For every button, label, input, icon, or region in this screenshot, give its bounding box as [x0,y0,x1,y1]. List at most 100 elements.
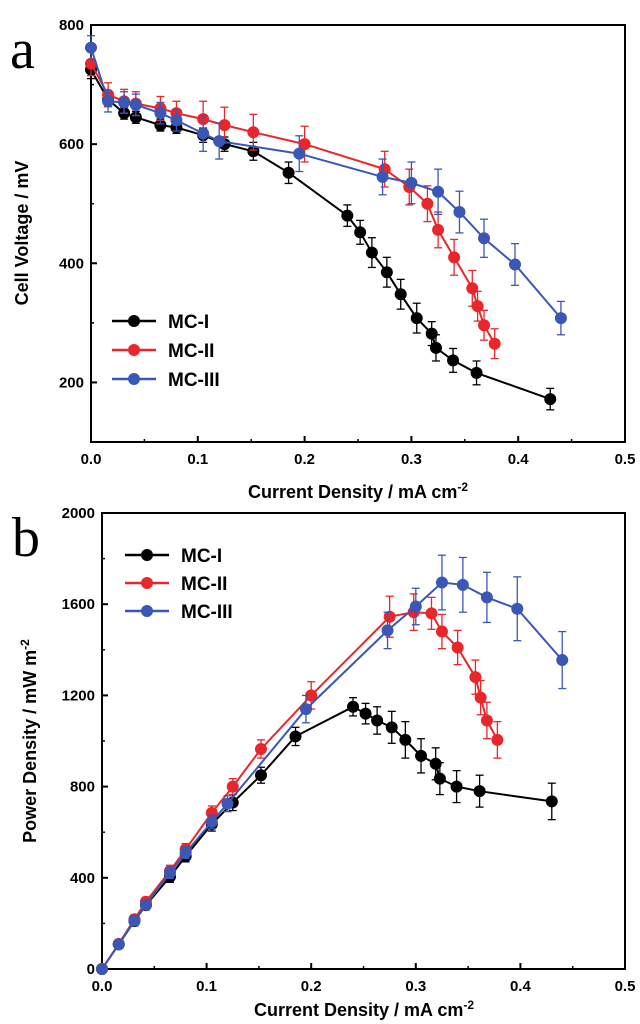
series-line [90,47,562,319]
data-point [179,846,192,859]
chart-panel-a: a 0.0 0.1 0.2 0.3 0.4 0.5 200 400 600 800 Current D… [10,17,635,502]
data-point [394,288,407,301]
y-tick-label: 1600 [62,596,95,613]
data-point [511,602,524,615]
data-point [478,232,491,245]
y-tick-label: 600 [59,136,84,153]
data-point [554,312,567,325]
panel-label: a [10,19,35,81]
data-point [480,591,493,604]
data-point [474,691,487,704]
legend: MC-I MC-II MC-III [112,312,220,391]
x-tick-label: 0.5 [615,978,636,995]
data-point [425,607,438,620]
data-point [282,166,295,179]
series-line [101,705,552,970]
y-axis-title: Cell Voltage / mV [12,161,32,306]
x-tick-label: 0.0 [92,978,113,995]
data-point [405,176,418,189]
data-point [469,671,482,684]
data-point [347,700,360,713]
data-point [170,114,183,127]
data-point [197,127,210,140]
legend-label: MC-II [181,574,227,595]
data-point [139,898,152,911]
data-point [354,226,367,239]
x-tick-label: 0.4 [508,451,530,468]
series-line [101,611,499,970]
legend-label: MC-II [168,341,214,362]
data-point [432,223,445,236]
data-point [293,147,306,160]
data-point [371,714,384,727]
data-point [247,126,260,139]
data-point [381,624,394,637]
data-point [221,797,234,810]
legend-label: MC-III [168,370,220,391]
data-point [254,769,267,782]
y-tick-label: 2000 [62,505,95,522]
legend-swatch-marker [128,344,140,356]
data-point [466,282,479,295]
data-point [385,721,398,734]
data-point [128,914,141,927]
data-point [415,749,428,762]
data-point [435,625,448,638]
data-point [456,578,469,591]
y-tick-label: 400 [59,255,84,272]
data-point [341,209,354,222]
data-point [473,785,486,798]
legend-swatch-marker [141,605,153,617]
data-point [376,170,389,183]
series-line [90,63,496,345]
data-point [508,258,521,271]
data-point [556,654,569,667]
data-point [425,327,438,340]
data-point [129,98,142,111]
data-point [450,780,463,793]
x-axis-title: Current Density / mA cm-2 [248,480,468,502]
data-point [451,641,464,654]
series-line [101,581,563,970]
data-point [118,96,131,109]
legend-swatch-marker [128,315,140,327]
legend-label: MC-I [181,546,222,567]
legend-swatch-marker [141,577,153,589]
legend-label: MC-III [181,602,233,623]
data-point [432,185,445,198]
data-point [471,300,484,313]
x-tick-label: 0.3 [401,451,422,468]
data-point [410,312,423,325]
data-point [429,757,442,770]
legend-label: MC-I [168,312,209,333]
data-point [383,610,396,623]
data-point [299,703,312,716]
y-tick-label: 800 [70,779,95,796]
x-axis-title: Current Density / mA cm-2 [254,998,474,1020]
y-tick-label: 0 [87,961,95,978]
data-point [213,135,226,148]
data-point [254,742,267,755]
data-point [112,938,125,951]
x-tick-label: 0.0 [81,451,102,468]
y-tick-label: 400 [70,870,95,887]
series-mc-iii [96,554,569,975]
x-tick-label: 0.3 [405,978,426,995]
data-point [218,119,231,132]
data-point [448,251,461,264]
data-point [96,963,108,975]
x-tick-label: 0.2 [294,451,315,468]
data-point [488,337,501,350]
series-mc-iii [85,35,567,336]
data-point [399,733,412,746]
data-point [544,393,557,406]
data-point [205,815,218,828]
data-point [470,366,483,379]
legend-swatch-marker [141,549,153,561]
data-point [435,576,448,589]
y-tick-label: 800 [59,17,84,34]
data-point [102,95,115,108]
legend-swatch-marker [128,373,140,385]
y-tick-label: 1200 [62,687,95,704]
